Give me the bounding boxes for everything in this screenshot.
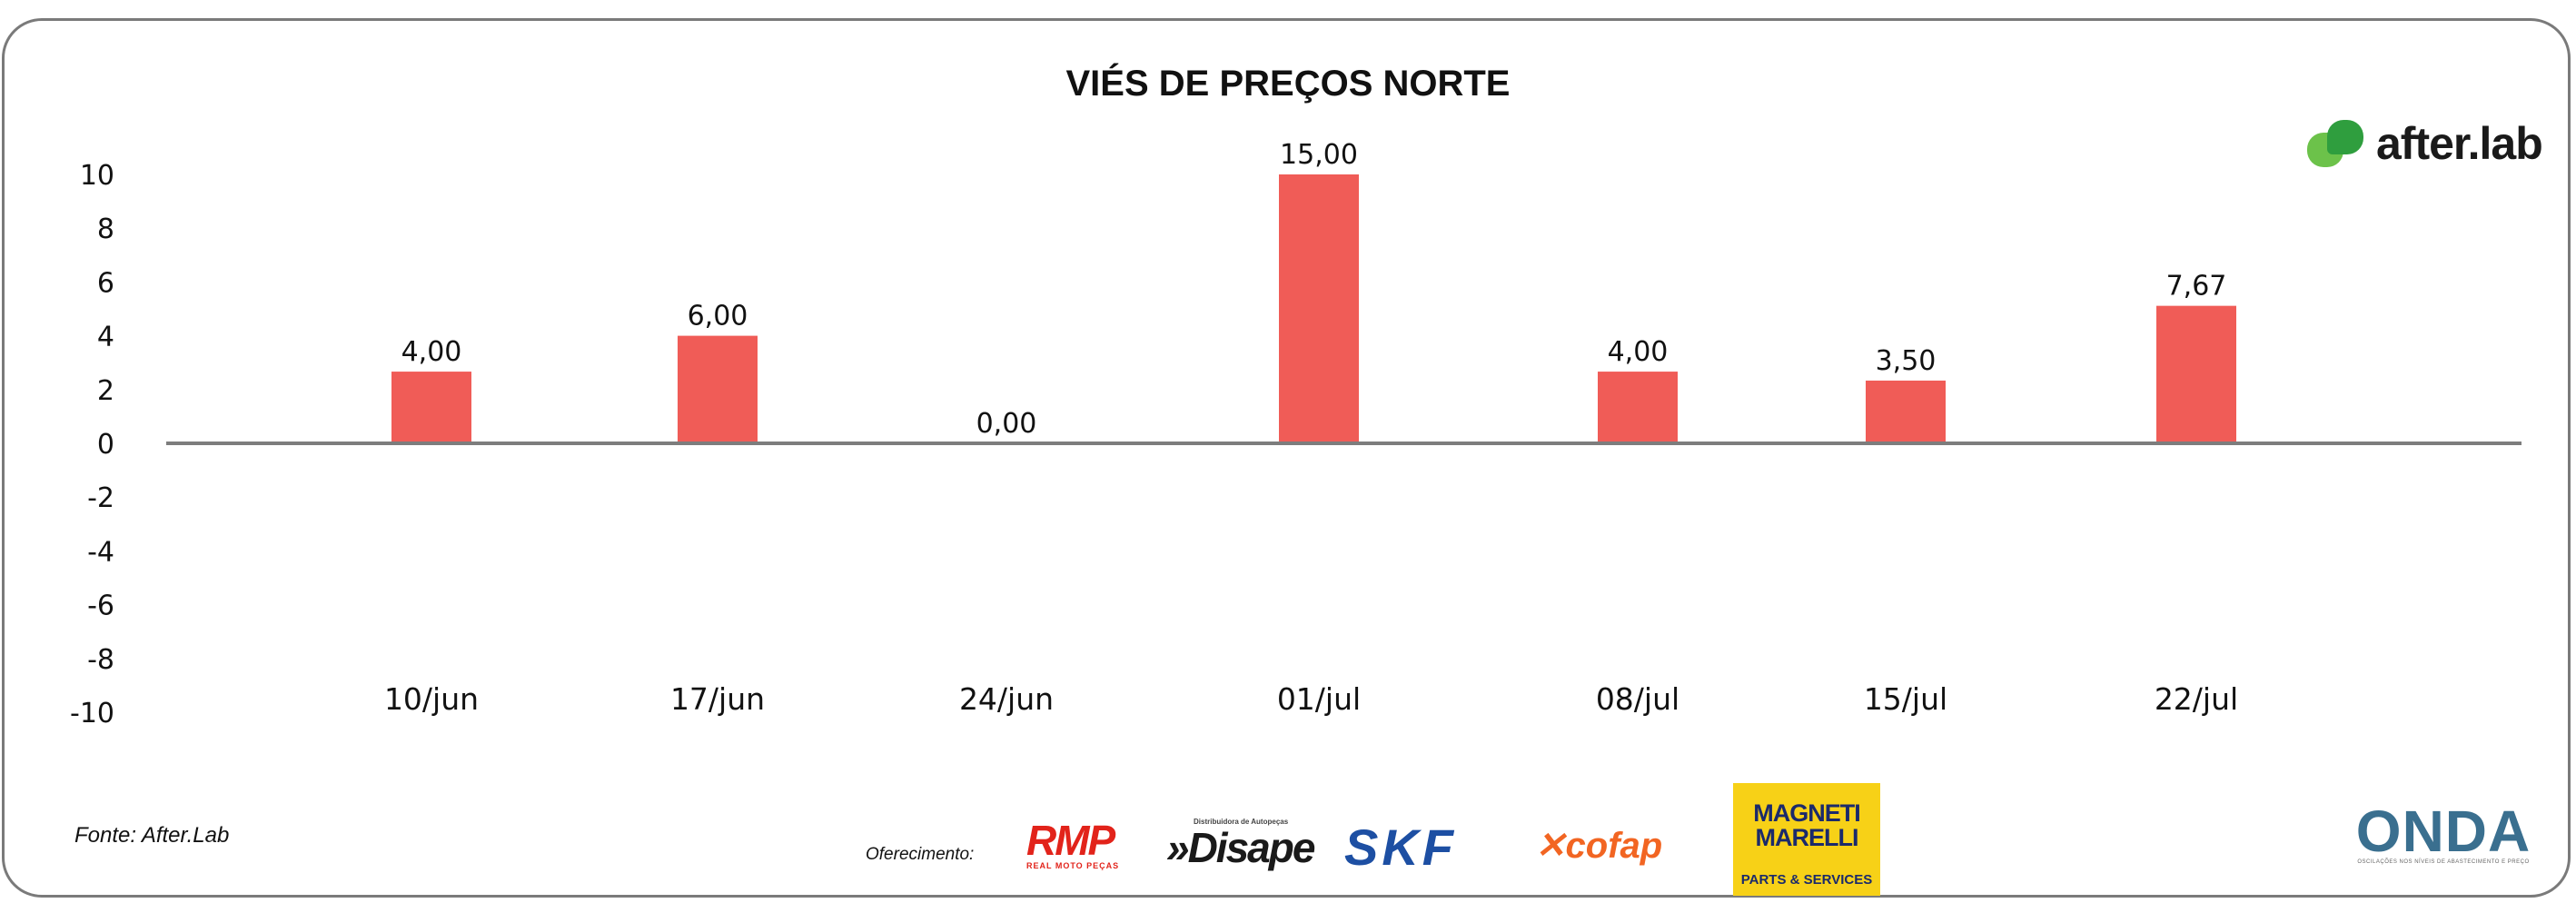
onda-tagline: OSCILAÇÕES NOS NÍVEIS DE ABASTECIMENTO E…: [2357, 859, 2530, 865]
y-tick-label: 10: [80, 160, 114, 192]
cofap-arrow-icon: ✕: [1535, 826, 1566, 866]
bar: [2156, 305, 2236, 443]
x-tick-label: 17/jun: [670, 681, 765, 717]
x-tick-label: 08/jul: [1596, 681, 1679, 717]
x-tick-label: 15/jul: [1864, 681, 1947, 717]
y-tick-label: 2: [97, 375, 114, 407]
after-lab-logo: after.lab: [2307, 116, 2543, 171]
data-label: 4,00: [401, 336, 462, 368]
cofap-logo: ✕cofap: [1535, 825, 1662, 867]
rmp-wordmark: RMP: [1026, 817, 1115, 864]
sponsor-label: Oferecimento:: [866, 845, 975, 864]
skf-logo: SKF: [1344, 819, 1457, 876]
bar: [391, 372, 471, 443]
data-label: 15,00: [1280, 139, 1358, 171]
x-axis-ticks: 10/jun 17/jun 24/jun 01/jul 08/jul 15/jul 22/j…: [384, 681, 2238, 717]
y-tick-label: -2: [87, 482, 114, 514]
disape-logo: Distribuidora de Autopeças »Disape: [1166, 818, 1315, 871]
onda-wordmark: ONDA: [2355, 799, 2531, 864]
bar: [678, 335, 758, 443]
source-label: Fonte: After.Lab: [74, 823, 230, 848]
magneti-marelli-logo: MAGNETI MARELLI PARTS & SERVICES: [1733, 783, 1880, 896]
chart-title: VIÉS DE PREÇOS NORTE: [1065, 64, 1511, 104]
y-axis-ticks: 10 8 6 4 2 0 -2 -4 -6 -8 -10: [70, 160, 114, 729]
magneti-line1: MAGNETI: [1753, 799, 1861, 827]
chart-frame: [2, 18, 2571, 898]
onda-logo: ONDA OSCILAÇÕES NOS NÍVEIS DE ABASTECIME…: [2353, 799, 2534, 865]
rmp-logo: RMP REAL MOTO PEÇAS: [1026, 817, 1146, 870]
data-label: 6,00: [688, 301, 748, 332]
y-tick-label: 0: [97, 429, 114, 461]
y-tick-label: -4: [87, 536, 114, 568]
bar: [1866, 380, 1946, 443]
disape-wordmark: »Disape: [1166, 824, 1315, 871]
bar: [1598, 372, 1678, 443]
bar: [1279, 174, 1359, 443]
y-tick-label: 6: [97, 267, 114, 299]
data-label: 4,00: [1608, 336, 1669, 368]
data-labels: 4,00 6,00 0,00 15,00 4,00 3,50 7,67: [401, 139, 2227, 440]
after-lab-wordmark: after.lab: [2376, 118, 2543, 169]
x-tick-label: 22/jul: [2155, 681, 2238, 717]
cofap-wordmark: cofap: [1565, 826, 1663, 866]
bars: [391, 174, 2236, 443]
y-tick-label: 8: [97, 213, 114, 245]
y-tick-label: -6: [87, 590, 114, 622]
x-tick-label: 10/jun: [384, 681, 479, 717]
disape-tagline: Distribuidora de Autopeças: [1194, 818, 1289, 826]
magneti-line2: MARELLI: [1755, 824, 1859, 851]
y-tick-label: 4: [97, 322, 114, 353]
data-label: 3,50: [1876, 345, 1937, 377]
after-lab-mark-icon: [2307, 120, 2367, 167]
rmp-tagline: REAL MOTO PEÇAS: [1026, 861, 1120, 870]
x-tick-label: 24/jun: [959, 681, 1054, 717]
y-tick-label: -10: [70, 698, 114, 729]
magneti-tagline: PARTS & SERVICES: [1740, 872, 1873, 888]
data-label: 0,00: [976, 408, 1037, 440]
y-tick-label: -8: [87, 644, 114, 676]
data-label: 7,67: [2166, 271, 2227, 303]
x-tick-label: 01/jul: [1277, 681, 1361, 717]
